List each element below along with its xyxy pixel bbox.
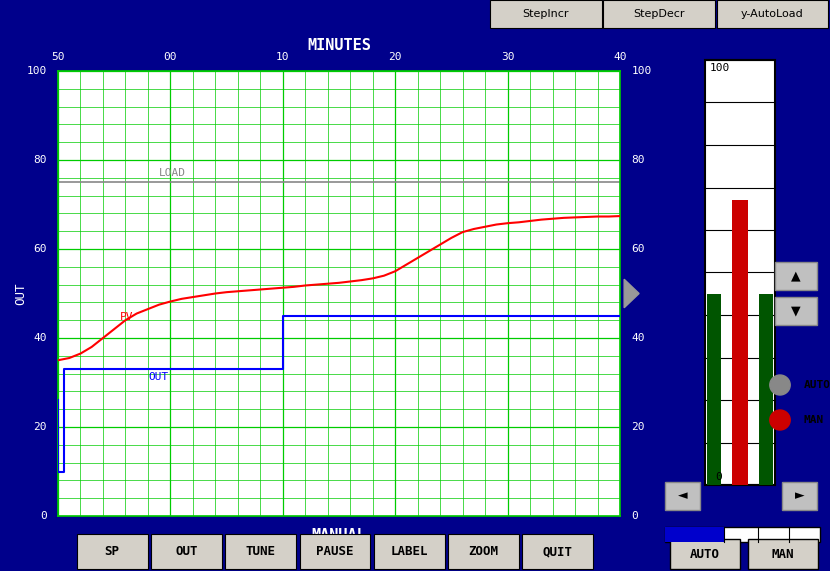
Text: 0: 0 <box>632 511 638 521</box>
FancyBboxPatch shape <box>670 539 740 569</box>
Text: ▼: ▼ <box>791 304 801 317</box>
Text: MINUTES: MINUTES <box>307 38 371 53</box>
Text: 60: 60 <box>632 244 645 254</box>
Text: 80: 80 <box>632 155 645 165</box>
Text: 100: 100 <box>710 63 730 73</box>
FancyBboxPatch shape <box>705 60 775 485</box>
Text: 40: 40 <box>33 333 46 343</box>
Text: 10: 10 <box>276 52 290 62</box>
Bar <box>759 293 774 485</box>
Text: LABEL: LABEL <box>391 545 428 558</box>
Text: 00: 00 <box>164 52 177 62</box>
FancyBboxPatch shape <box>665 482 700 510</box>
Text: AUTO: AUTO <box>803 380 830 390</box>
Text: 40: 40 <box>632 333 645 343</box>
Text: y-AutoLoad: y-AutoLoad <box>741 9 804 19</box>
Bar <box>731 200 749 485</box>
FancyBboxPatch shape <box>782 482 817 510</box>
Text: OUT: OUT <box>175 545 198 558</box>
Text: 60: 60 <box>33 244 46 254</box>
Text: 20: 20 <box>632 422 645 432</box>
Text: ►: ► <box>794 489 804 502</box>
Text: TUNE: TUNE <box>246 545 276 558</box>
Ellipse shape <box>769 410 790 430</box>
FancyBboxPatch shape <box>748 539 818 569</box>
Text: ▲: ▲ <box>791 270 801 283</box>
Text: QUIT: QUIT <box>543 545 573 558</box>
Ellipse shape <box>769 375 790 395</box>
Text: 20: 20 <box>388 52 402 62</box>
Text: LOAD: LOAD <box>159 167 186 178</box>
Bar <box>706 293 720 485</box>
Text: SP: SP <box>105 545 120 558</box>
Text: ZOOM: ZOOM <box>469 545 499 558</box>
Text: 80: 80 <box>33 155 46 165</box>
Text: 30: 30 <box>500 52 515 62</box>
Text: StepIncr: StepIncr <box>523 9 569 19</box>
Text: 100: 100 <box>632 66 652 76</box>
Bar <box>665 527 820 542</box>
Bar <box>665 527 724 542</box>
Text: StepDecr: StepDecr <box>633 9 685 19</box>
Text: OUT: OUT <box>148 372 168 382</box>
Text: PAUSE: PAUSE <box>316 545 354 558</box>
Text: MAN: MAN <box>772 548 794 561</box>
Text: OUT: OUT <box>14 282 27 305</box>
FancyBboxPatch shape <box>775 262 817 290</box>
Text: MANUAL: MANUAL <box>311 529 366 544</box>
Text: PV: PV <box>120 312 134 322</box>
Text: 20: 20 <box>33 422 46 432</box>
Text: ◄: ◄ <box>677 489 687 502</box>
Text: MAN: MAN <box>803 415 824 425</box>
Text: 40: 40 <box>613 52 627 62</box>
FancyBboxPatch shape <box>775 297 817 325</box>
Text: 50: 50 <box>51 52 65 62</box>
Text: 0: 0 <box>715 472 722 482</box>
Text: 0: 0 <box>40 511 46 521</box>
Text: 100: 100 <box>27 66 46 76</box>
Text: AUTO: AUTO <box>690 548 720 561</box>
